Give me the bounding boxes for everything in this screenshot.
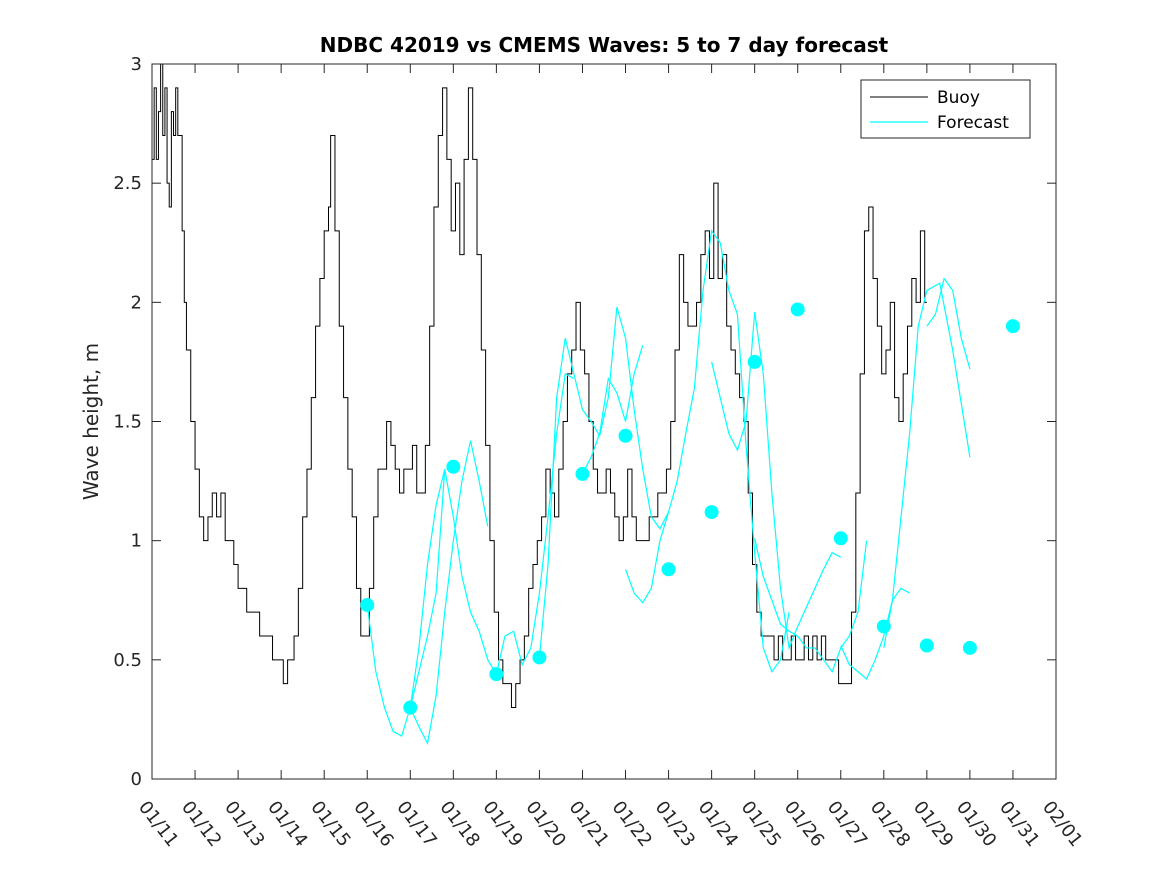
y-tick-labels: 0 0.5 1 1.5 2 2.5 3 [113,54,142,790]
y-tick-label: 2 [131,292,142,313]
y-tick-label: 2.5 [113,173,142,194]
legend-buoy-label: Buoy [937,88,980,108]
legend-box [860,79,1031,139]
y-tick-label: 0 [131,769,142,790]
forecast-series-line [797,551,842,627]
y-tick-label: 1 [131,531,142,552]
legend: Buoy Forecast [860,79,1031,139]
tick-layer [151,63,1057,780]
forecast-series-line [409,469,497,708]
plot-area [152,64,1056,779]
forecast-series-line [495,372,575,675]
forecast-series-line [409,440,489,746]
forecast-marker [833,531,848,546]
forecast-series-line [840,290,928,680]
forecast-series-line [538,337,601,658]
forecast-marker [446,459,461,474]
forecast-series-line [624,388,695,604]
forecast-marker [919,638,934,653]
forecast-marker [790,302,805,317]
forecast-marker [704,505,719,520]
forecast-marker [532,650,547,665]
forecast-marker [575,466,590,481]
forecast-marker [661,562,676,577]
marker-layer [360,302,1020,715]
legend-forecast-label: Forecast [937,113,1009,133]
y-tick-label: 0.5 [113,650,142,671]
forecast-marker [747,354,762,369]
y-axis-label: Wave height, m [79,343,103,500]
forecast-marker [403,700,418,715]
y-tick-label: 1.5 [113,412,142,433]
forecast-series-line [599,306,670,530]
y-tick-label: 3 [131,54,142,75]
forecast-series-line [711,311,799,651]
forecast-series-line [926,282,971,458]
forecast-marker [962,640,977,655]
forecast-series-line [754,538,868,674]
forecast-series-line [581,345,644,475]
forecast-marker [360,598,375,613]
forecast-series-line [366,469,446,737]
forecast-series-line [693,229,790,674]
forecast-series-line [926,277,971,370]
forecast-marker [618,428,633,443]
forecast-marker [489,667,504,682]
forecast-marker [876,619,891,634]
series-layer [152,63,971,746]
chart-title: NDBC 42019 vs CMEMS Waves: 5 to 7 day fo… [320,33,889,57]
forecast-marker [1005,319,1020,334]
